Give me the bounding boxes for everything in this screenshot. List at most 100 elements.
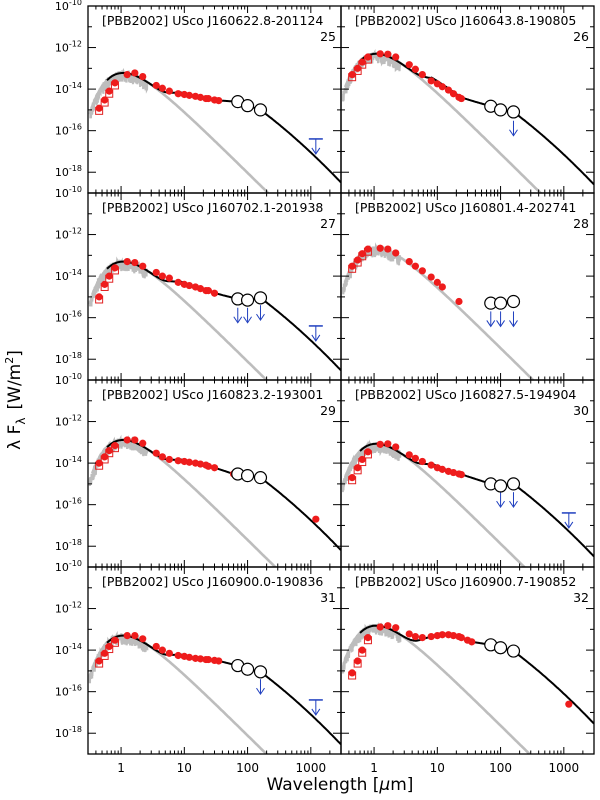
photometry-point <box>449 631 458 640</box>
herschel-point <box>253 665 268 679</box>
y-tick-label: 10-18 <box>55 164 82 179</box>
photometry-point <box>101 649 109 657</box>
photometry-point <box>174 278 182 286</box>
photometry-point <box>348 70 356 79</box>
herschel-point <box>506 644 521 658</box>
photometry-point <box>358 250 366 258</box>
photometry-point <box>358 455 366 464</box>
photometry-point <box>105 447 113 455</box>
photometry-point <box>438 631 446 639</box>
sed-panel-29: 10-10 10-12 10-14 10-16 10-18 [PBB2002] USco … <box>55 372 342 568</box>
photometry-point <box>392 443 400 451</box>
panel-title: [PBB2002] USco J160823.2-193001 <box>102 387 323 402</box>
panel-title: [PBB2002] USco J160900.7-190852 <box>355 574 576 589</box>
photometry-point <box>418 70 426 79</box>
y-label-main: λ F <box>5 425 25 450</box>
upper-limit-arrow <box>509 492 518 509</box>
x-tick-label: 100 <box>489 761 512 775</box>
x-tick-label: 1000 <box>549 761 580 775</box>
panel-plot-area <box>341 242 535 380</box>
photometry-point <box>123 257 131 266</box>
photometry-point <box>111 636 119 644</box>
photometry-point <box>185 281 193 290</box>
y-axis-label: λ Fλ [W/m2] <box>3 350 28 450</box>
photometry-point <box>158 84 166 92</box>
photometry-point <box>444 86 453 94</box>
y-label-sub: λ <box>14 418 28 425</box>
panel-title: [PBB2002] USco J160900.0-190836 <box>102 574 323 589</box>
photometry-point <box>468 638 476 646</box>
photometry-point <box>376 50 384 58</box>
photometry-point <box>165 274 173 282</box>
photometry-point <box>196 655 205 663</box>
herschel-point <box>506 477 521 491</box>
photometry-point <box>204 94 212 103</box>
photometry-point <box>152 81 160 90</box>
photometry-point <box>457 634 465 642</box>
photometry-point <box>111 79 119 87</box>
photometry-point <box>405 61 413 69</box>
upper-limit-arrow <box>509 311 518 328</box>
upper-limit-arrow <box>233 307 243 324</box>
x-label-mu: μ <box>378 775 390 795</box>
upper-limit-head <box>311 147 321 155</box>
panel-frame <box>340 566 595 755</box>
photometry-point <box>152 642 160 651</box>
photometry-point <box>449 90 458 98</box>
panel-number: 27 <box>320 216 336 231</box>
photometry-point <box>185 458 193 466</box>
upper-limit-arrow <box>496 311 505 328</box>
photometry-point <box>384 440 392 448</box>
photometry-point <box>111 441 119 450</box>
photometry-point <box>411 454 419 462</box>
upper-limit-arrow <box>308 138 323 155</box>
photometry-point <box>185 653 193 661</box>
panel-frame <box>87 192 342 381</box>
photometry-point <box>438 83 446 91</box>
photometry-point <box>131 258 139 267</box>
panel-frame <box>340 192 595 381</box>
photometry-point <box>433 278 441 286</box>
svg-text:λ Fλ[W/m2]: λ Fλ [W/m2] <box>3 350 28 450</box>
panel-plot-area <box>341 622 594 754</box>
photometry-point <box>358 646 366 654</box>
y-tick-label: 10-16 <box>55 123 82 138</box>
photometry-point <box>405 451 413 459</box>
photometry-point <box>364 245 372 253</box>
photometry-point <box>215 657 223 665</box>
panel-frame <box>340 379 595 568</box>
panel-grid: 10-10 10-12 10-14 10-16 10-18 [PBB2002] USco … <box>55 0 595 775</box>
photometry-point <box>158 272 166 280</box>
photometry-point <box>384 245 392 253</box>
photometry-point <box>105 87 113 95</box>
photometry-point <box>165 455 173 464</box>
upper-limit-head <box>509 320 518 328</box>
photosphere-model-line <box>343 442 527 567</box>
panel-title: [PBB2002] USco J160827.5-194904 <box>355 387 576 402</box>
herschel-point <box>493 479 508 493</box>
upper-limit-head <box>496 320 505 328</box>
y-label-units-close: ] <box>5 350 25 357</box>
photometry-point <box>364 448 372 456</box>
photometry-point <box>131 436 139 444</box>
photometry-point <box>411 632 419 641</box>
sed-panel-25: 10-10 10-12 10-14 10-16 10-18 [PBB2002] USco … <box>55 0 342 194</box>
photometry-point <box>165 87 173 95</box>
photosphere-model-line <box>343 246 535 380</box>
upper-limit-arrow <box>256 679 265 696</box>
y-tick-label: 10-12 <box>55 414 82 429</box>
panel-title: [PBB2002] USco J160643.8-190805 <box>355 13 576 28</box>
disk-model-line <box>106 260 341 372</box>
photometry-point <box>358 58 366 66</box>
panel-frame <box>87 379 342 568</box>
panel-plot-area <box>88 67 341 193</box>
upper-limit-arrow <box>256 305 265 322</box>
herschel-point <box>506 105 521 119</box>
y-tick-label: 10-14 <box>55 81 82 96</box>
x-tick-label: 1 <box>117 761 125 775</box>
y-tick-label: 10-12 <box>55 601 82 616</box>
panel-number: 30 <box>573 403 589 418</box>
